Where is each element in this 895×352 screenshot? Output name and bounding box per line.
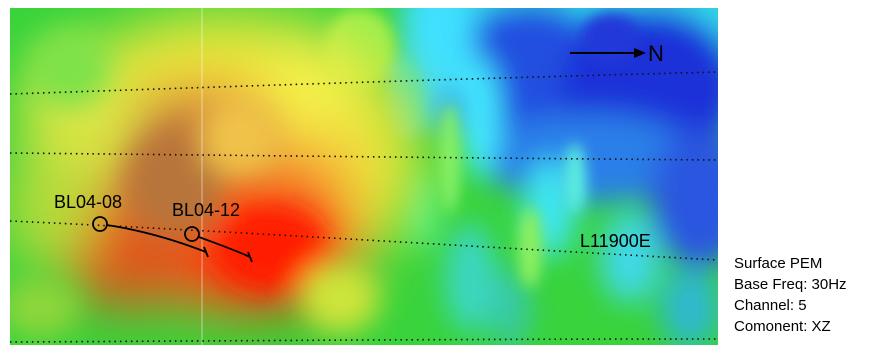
arrowhead-icon bbox=[634, 48, 646, 58]
color-surface bbox=[10, 8, 718, 345]
base-frequency-text: Base Freq: 30Hz bbox=[734, 276, 847, 293]
survey-line-4 bbox=[10, 338, 718, 343]
survey-lines bbox=[10, 71, 718, 343]
hole-collar-bl04-08 bbox=[92, 216, 108, 232]
hole-collar-bl04-12 bbox=[184, 226, 200, 242]
hole-trace-bl04-08 bbox=[106, 224, 207, 253]
survey-line-label: L11900E bbox=[580, 231, 651, 251]
survey-line-3 bbox=[10, 220, 718, 261]
anomaly-map-svg: N BL04-08 BL04-12 L11900E bbox=[10, 8, 718, 345]
hole-end-bl04-12 bbox=[247, 251, 253, 263]
channel-text: Channel: 5 bbox=[734, 297, 807, 314]
low-response-zone bbox=[400, 8, 718, 345]
survey-info-panel: Surface PEM Base Freq: 30Hz Channel: 5 C… bbox=[734, 253, 894, 337]
survey-type-text: Surface PEM bbox=[734, 255, 823, 272]
anomaly-core bbox=[10, 28, 380, 338]
north-arrow: N bbox=[570, 41, 664, 66]
hole-label-bl04-12: BL04-12 bbox=[172, 200, 240, 220]
north-label: N bbox=[648, 41, 664, 66]
survey-line-2 bbox=[10, 152, 718, 161]
hole-end-bl04-08 bbox=[203, 246, 209, 258]
drill-holes bbox=[92, 216, 253, 263]
anomaly-map: N BL04-08 BL04-12 L11900E bbox=[10, 8, 718, 345]
component-text: Comonent: XZ bbox=[734, 318, 831, 335]
hole-trace-bl04-12 bbox=[198, 236, 251, 258]
hole-label-bl04-08: BL04-08 bbox=[54, 192, 122, 212]
